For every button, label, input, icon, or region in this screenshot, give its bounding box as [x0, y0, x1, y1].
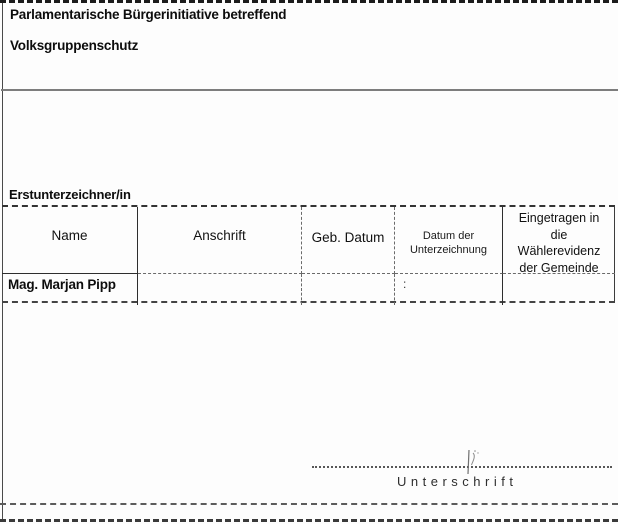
page-bottom-divider: [0, 503, 618, 505]
column-header-anschrift: Anschrift: [138, 207, 302, 274]
signature-mark: [458, 447, 484, 482]
cell-waehlerevidenz: [503, 274, 615, 305]
column-header-geb-datum: Geb. Datum: [302, 207, 395, 274]
title-section-divider: [1, 89, 618, 91]
column-header-datum-der-unterzeichnung: Datum der Unterzeichnung: [395, 207, 503, 274]
document-subtitle: Volksgruppenschutz: [10, 38, 139, 53]
cell-datum-der-unterzeichnung: :: [395, 274, 503, 305]
column-header-waehlerevidenz: Eingetragen in die Wählerevidenz der Gem…: [503, 207, 615, 274]
signature-mark-icon: [467, 449, 479, 475]
column-header-name: Name: [2, 207, 138, 274]
signatories-table: Name Anschrift Geb. Datum Datum der Unte…: [2, 205, 615, 305]
cell-geb-datum: [302, 274, 395, 305]
cell-name: Mag. Marjan Pipp: [2, 274, 138, 305]
page-top-border: [0, 0, 618, 3]
page-left-border: [2, 3, 3, 521]
document-title: Parlamentarische Bürgerinitiative betref…: [10, 7, 287, 22]
page-bottom-border: [0, 519, 618, 522]
section-label-erstunterzeichner: Erstunterzeichner/in: [9, 187, 131, 202]
signature-label: Unterschrift: [397, 474, 518, 489]
cell-anschrift: [138, 274, 302, 305]
signature-dotted-line: [312, 466, 612, 468]
